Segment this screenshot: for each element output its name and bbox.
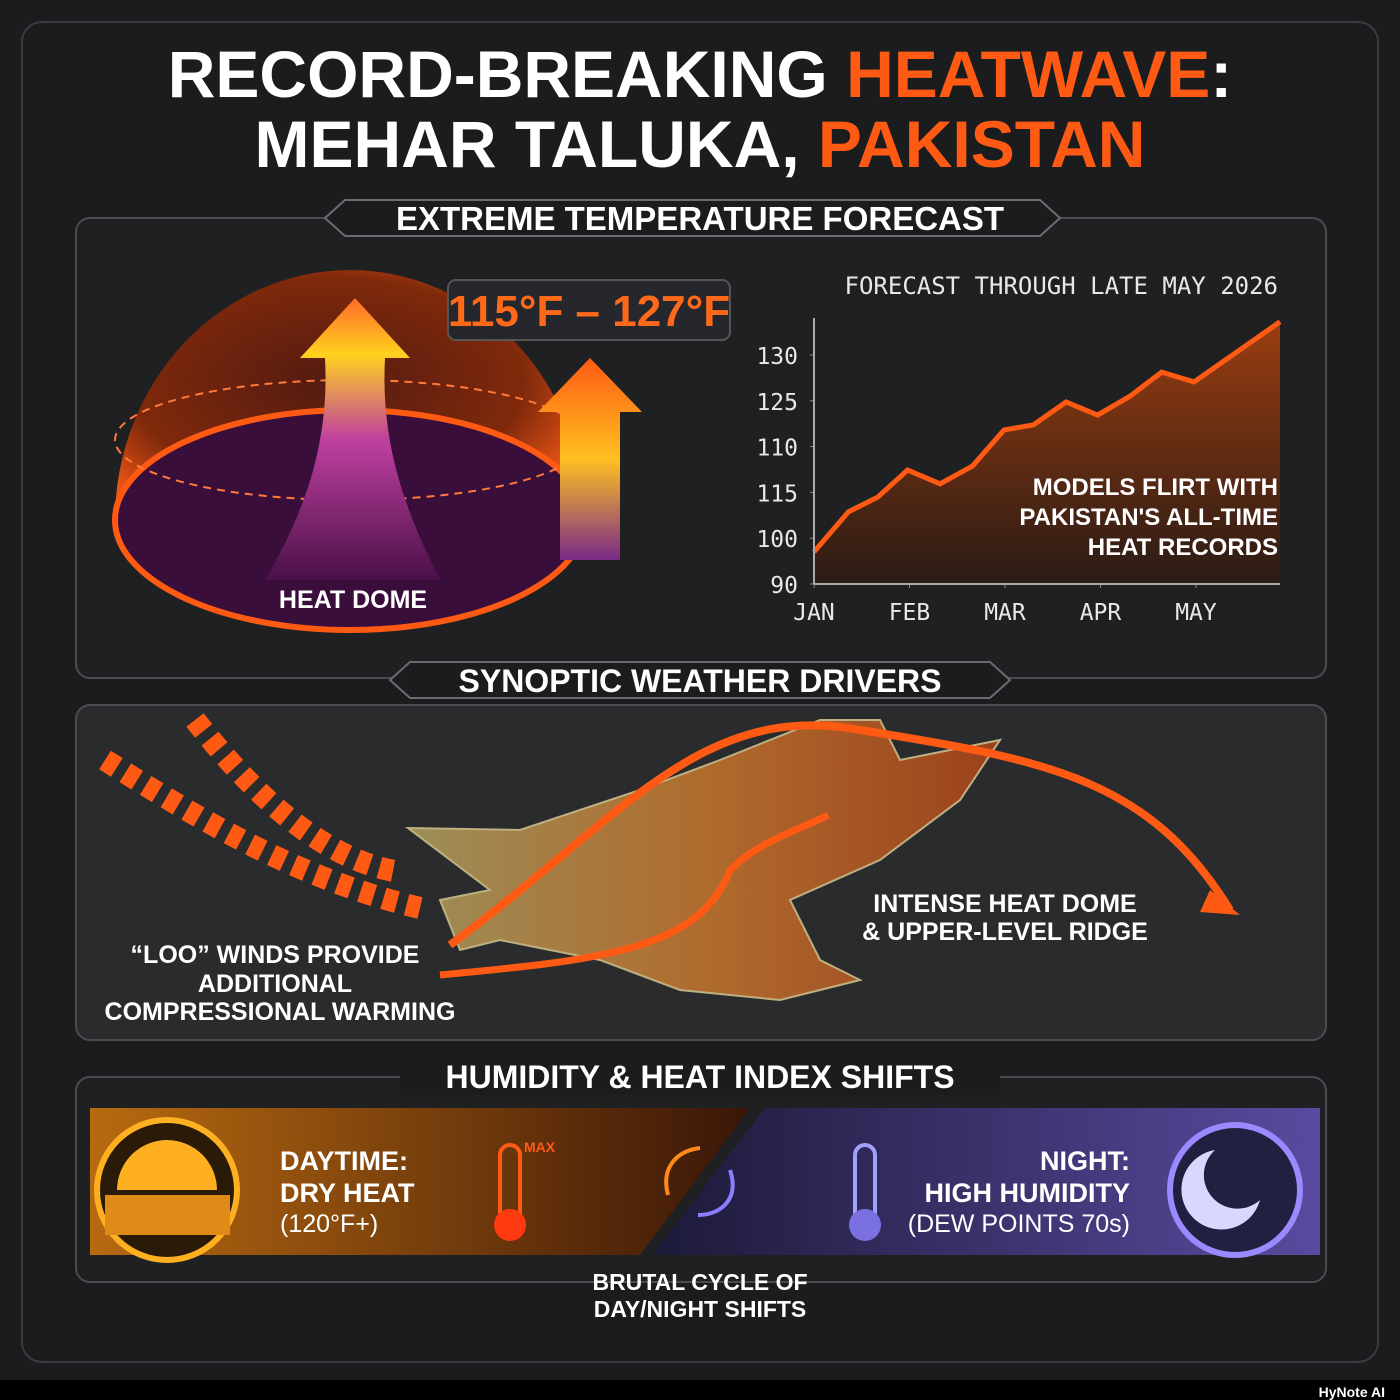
- chart-annotation: HEAT RECORDS: [1088, 534, 1278, 561]
- gauge-label: MAX: [524, 1139, 556, 1155]
- cracked-ground: [105, 1195, 230, 1235]
- flow-arrow: [447, 721, 1234, 949]
- y-tick-label: 130: [756, 344, 798, 370]
- map-region: [404, 719, 1003, 1002]
- title-part: HEATWAVE: [846, 37, 1210, 111]
- night-band: [652, 1108, 1320, 1255]
- title-part: :: [1210, 37, 1232, 111]
- map-label: “LOO” WINDS PROVIDE: [131, 941, 420, 969]
- rising-arrow: [265, 298, 440, 580]
- frame: [21, 21, 1379, 1363]
- range-badge: [447, 279, 731, 341]
- wind-arrow: [99, 750, 423, 919]
- x-tick-label: MAY: [1175, 600, 1217, 626]
- day-detail: (120°F+): [280, 1210, 378, 1238]
- map-label: & UPPER-LEVEL RIDGE: [862, 918, 1148, 946]
- heading-plate: [400, 1060, 1000, 1095]
- map-label: ADDITIONAL: [198, 970, 352, 998]
- night-label: HIGH HUMIDITY: [925, 1178, 1131, 1208]
- footer-bar: [0, 1380, 1400, 1400]
- rising-arrow: [538, 358, 642, 560]
- section-heading: SYNOPTIC WEATHER DRIVERS: [459, 663, 942, 699]
- thermometer-bulb: [494, 1209, 526, 1241]
- title-part: RECORD-BREAKING: [168, 37, 828, 111]
- night-detail: (DEW POINTS 70s): [908, 1210, 1130, 1238]
- map-label: COMPRESSIONAL WARMING: [105, 998, 456, 1026]
- forecast-chart: FORECAST THROUGH LATE MAY 2026 130 125 110 1…: [756, 272, 1282, 626]
- flow-arrow: [439, 811, 830, 979]
- x-tick-label: JAN: [793, 600, 835, 626]
- section-heading: EXTREME TEMPERATURE FORECAST: [396, 200, 1004, 237]
- area-fill: [814, 321, 1280, 584]
- day-label: DAYTIME:: [280, 1146, 408, 1176]
- map-label: INTENSE HEAT DOME: [873, 890, 1136, 918]
- heading-plate: [388, 661, 1012, 699]
- y-tick-label: 110: [756, 436, 798, 462]
- line: [812, 319, 1282, 554]
- x-tick-label: APR: [1080, 600, 1122, 626]
- title-line: MEHAR TALUKA, PAKISTAN: [255, 107, 1146, 181]
- cycle-label: DAY/NIGHT SHIFTS: [594, 1296, 807, 1322]
- brand: HyNote AI: [1319, 1384, 1385, 1400]
- y-tick-label: 115: [756, 481, 798, 507]
- arrowhead: [1200, 890, 1240, 915]
- x-tick-label: FEB: [889, 600, 931, 626]
- chart-annotation: MODELS FLIRT WITH: [1033, 474, 1278, 501]
- sun-icon-part: [117, 1140, 217, 1190]
- title-part: MEHAR TALUKA,: [255, 107, 800, 181]
- day-band: [90, 1108, 750, 1255]
- chart-title: FORECAST THROUGH LATE MAY 2026: [845, 272, 1278, 300]
- x-tick-label: MAR: [984, 600, 1026, 626]
- day-label: DRY HEAT: [280, 1178, 415, 1208]
- y-tick-label: 90: [770, 573, 798, 599]
- cycle-arrow: [664, 1146, 701, 1196]
- y-tick-label: 125: [756, 390, 798, 416]
- cycle-label: BRUTAL CYCLE OF: [592, 1269, 807, 1295]
- night-label: NIGHT:: [1040, 1146, 1130, 1176]
- title-line: RECORD-BREAKING HEATWAVE:: [168, 37, 1233, 111]
- chart-annotation: PAKISTAN'S ALL-TIME: [1019, 504, 1278, 531]
- thermometer-bulb: [849, 1209, 881, 1241]
- moon-shape: [1181, 1150, 1260, 1230]
- title-part: PAKISTAN: [818, 107, 1146, 181]
- range-text: 115°F – 127°F: [448, 287, 730, 336]
- cycle-arrow: [697, 1169, 735, 1217]
- wind-arrow: [186, 713, 402, 883]
- heading-plate: [323, 199, 1062, 237]
- section-heading: HUMIDITY & HEAT INDEX SHIFTS: [445, 1059, 954, 1095]
- dome-label: HEAT DOME: [279, 586, 427, 614]
- y-tick-label: 100: [756, 527, 798, 553]
